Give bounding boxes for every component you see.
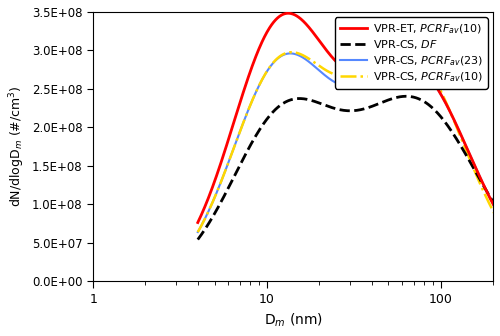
- Legend: VPR-ET, $\mathit{PCRF_{av}(10)}$, VPR-CS, $\mathit{DF}$, VPR-CS, $\mathit{PCRF_{: VPR-ET, $\mathit{PCRF_{av}(10)}$, VPR-CS…: [335, 17, 488, 88]
- X-axis label: D$_m$ (nm): D$_m$ (nm): [264, 312, 322, 329]
- Y-axis label: dN/dlogD$_m$ (#/cm$^3$): dN/dlogD$_m$ (#/cm$^3$): [7, 86, 26, 207]
